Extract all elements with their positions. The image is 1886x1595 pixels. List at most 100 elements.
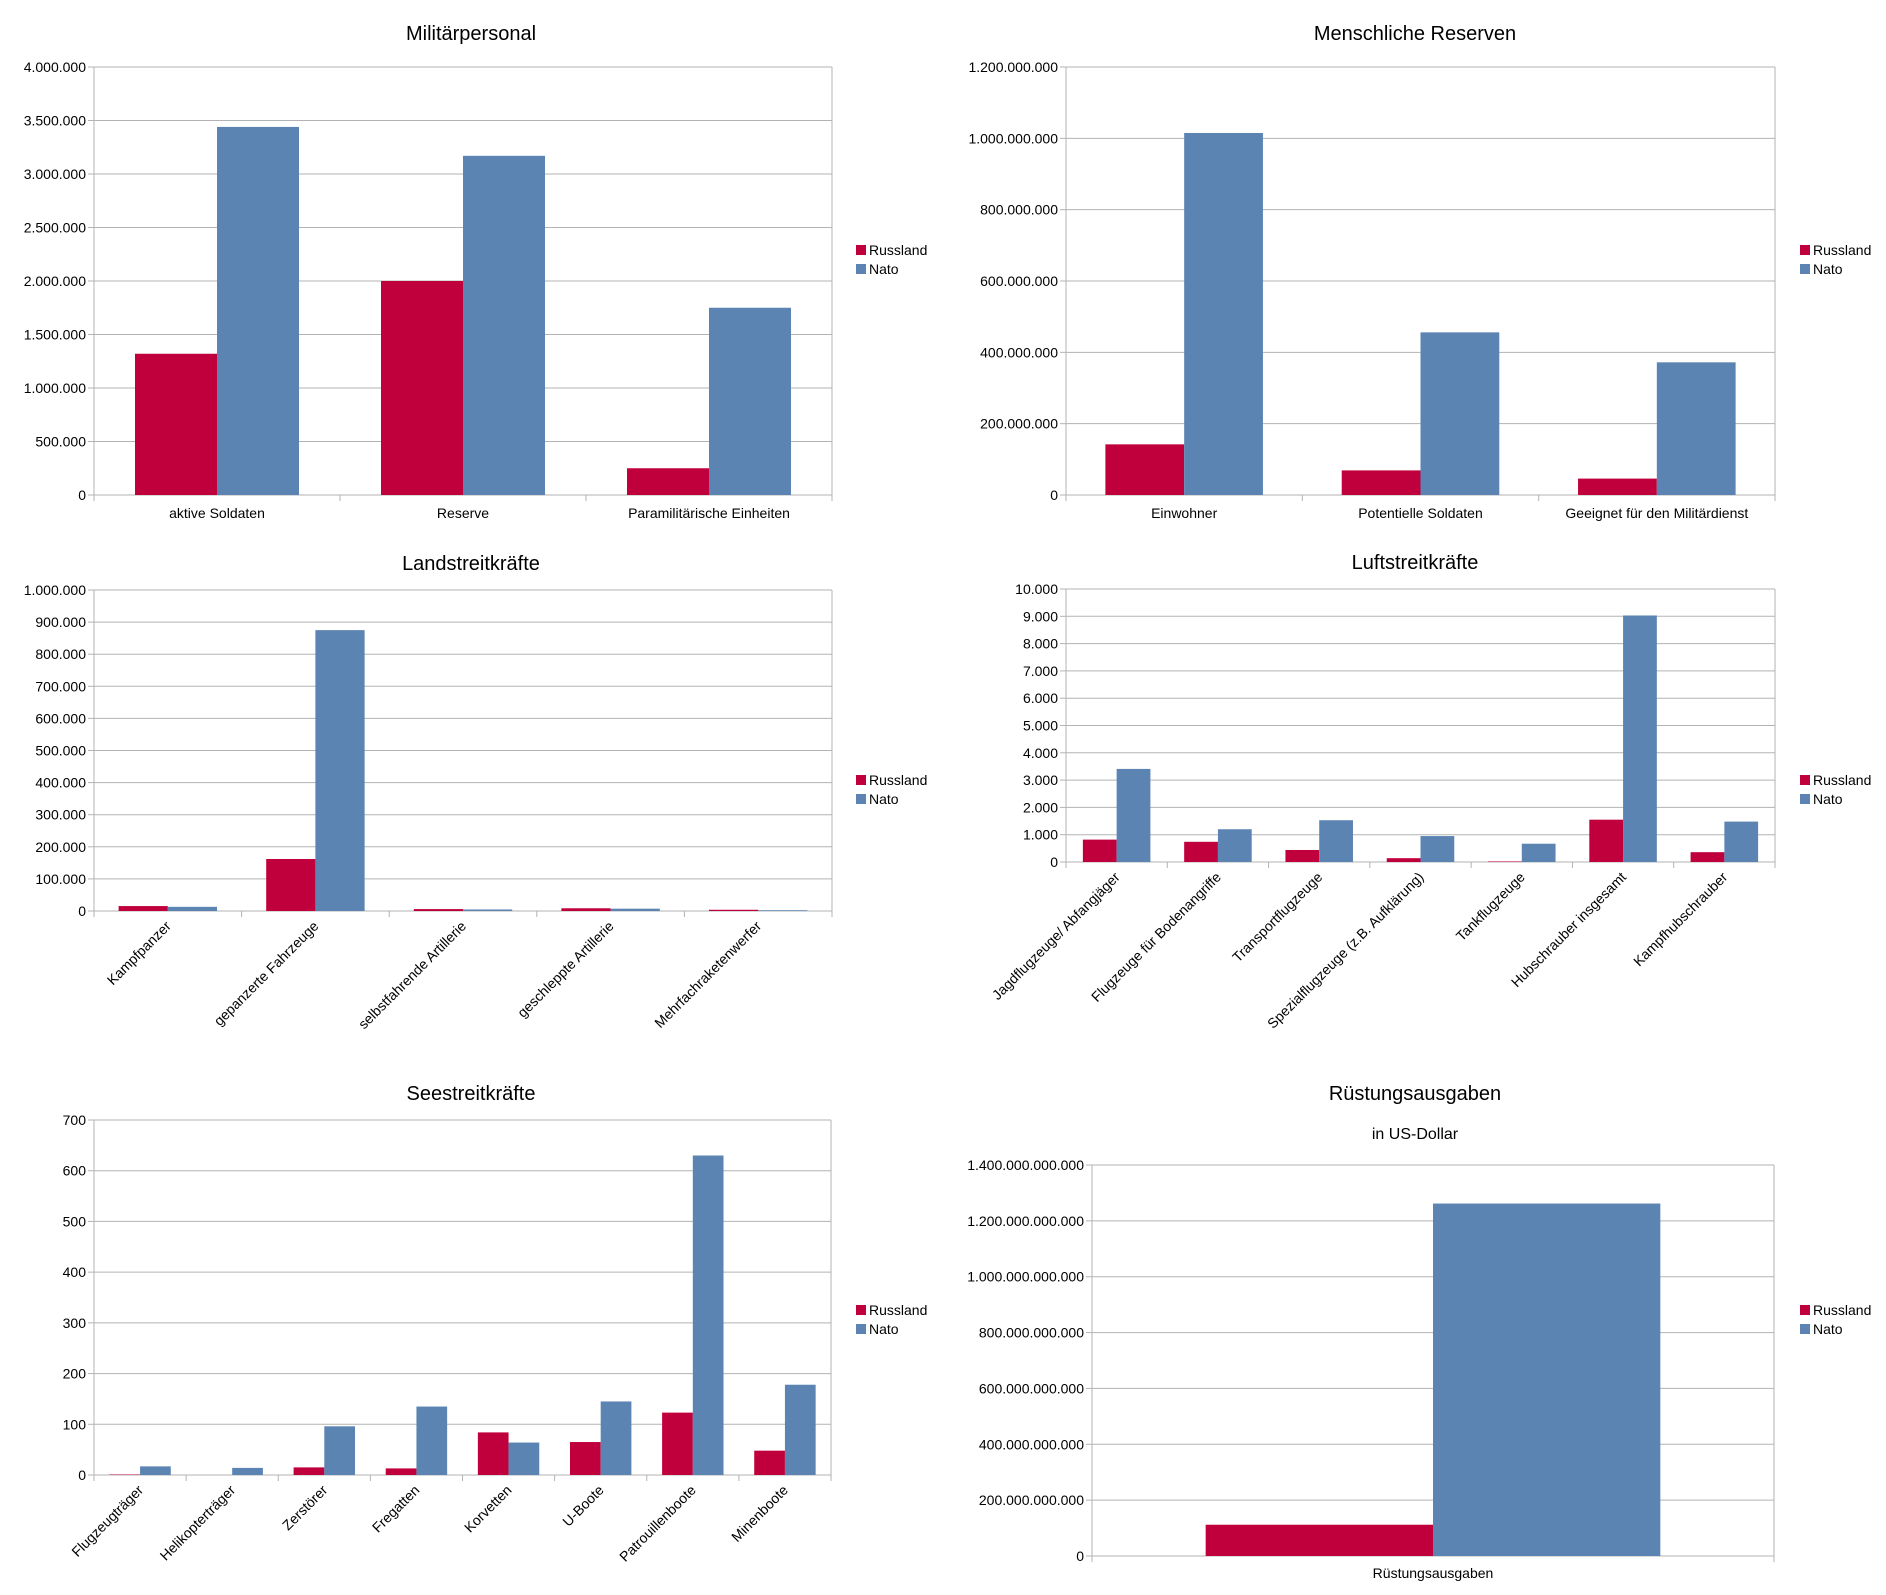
bar-nato: [1184, 132, 1263, 495]
legend-swatch-nato: [1800, 264, 1810, 274]
x-category-label: Kampfpanzer: [104, 918, 174, 988]
x-category-label: Helikopterträger: [157, 1482, 239, 1564]
legend-label: Nato: [1813, 261, 1843, 277]
y-tick-label: 4.000: [1023, 745, 1058, 761]
y-tick-label: 200: [63, 1366, 87, 1382]
y-tick-label: 0: [78, 1467, 86, 1483]
legend-label: Russland: [1813, 772, 1871, 788]
bar-nato: [508, 1442, 540, 1475]
legend-swatch-russland: [856, 245, 866, 255]
legend-label: Nato: [1813, 1321, 1843, 1337]
chart-4: Luftstreitkräfte 0 1.000 2.000 3.000 4.000 5.0…: [989, 552, 1872, 1031]
x-category-label: aktive Soldaten: [169, 505, 265, 521]
y-tick-label: 8.000: [1023, 636, 1058, 652]
bar-russland: [709, 909, 759, 911]
bar-russland: [1578, 478, 1657, 495]
y-tick-label: 400: [63, 1264, 87, 1280]
legend-swatch-russland: [856, 775, 866, 785]
y-tick-label: 200.000.000.000: [979, 1492, 1084, 1508]
y-tick-label: 400.000: [35, 775, 86, 791]
bar-nato: [1420, 332, 1500, 495]
bar-russland: [266, 858, 316, 911]
bar-russland: [381, 281, 463, 495]
legend-swatch-nato: [856, 264, 866, 274]
bar-nato: [784, 1384, 816, 1475]
y-tick-label: 800.000.000: [980, 202, 1058, 218]
y-tick-label: 0: [78, 487, 86, 503]
bar-nato: [315, 630, 365, 911]
y-tick-label: 800.000: [35, 646, 86, 662]
y-tick-label: 1.400.000.000.000: [967, 1157, 1084, 1173]
chart-title: Seestreitkräfte: [407, 1083, 536, 1105]
x-category-label: Kampfhubschrauber: [1630, 869, 1731, 970]
bar-nato: [217, 126, 299, 496]
legend-swatch-russland: [1800, 1305, 1810, 1315]
bar-russland: [1105, 444, 1185, 495]
bar-nato: [463, 909, 513, 911]
x-category-label: Mehrfachraketenwerfer: [651, 918, 764, 1031]
bar-nato: [758, 910, 808, 911]
bar-russland: [1488, 861, 1522, 862]
y-tick-label: 500.000: [35, 743, 86, 759]
bar-nato: [140, 1466, 171, 1475]
y-tick-label: 400.000.000: [980, 344, 1058, 360]
y-tick-label: 5.000: [1023, 718, 1058, 734]
bar-russland: [1341, 470, 1421, 495]
bar-russland: [1184, 841, 1218, 862]
y-tick-label: 600.000.000.000: [979, 1380, 1084, 1396]
chart-title: Landstreitkräfte: [402, 553, 540, 575]
y-tick-label: 700: [63, 1112, 87, 1128]
legend-label: Russland: [869, 1302, 927, 1318]
legend-label: Nato: [1813, 791, 1843, 807]
legend-swatch-nato: [856, 1324, 866, 1334]
legend-swatch-russland: [1800, 245, 1810, 255]
y-tick-label: 200.000.000: [980, 416, 1058, 432]
x-category-label: Paramilitärische Einheiten: [628, 505, 790, 521]
x-category-label: geschleppte Artillerie: [514, 918, 617, 1021]
y-tick-label: 0: [1076, 1548, 1084, 1564]
y-tick-label: 3.000: [1023, 772, 1058, 788]
y-tick-label: 200.000: [35, 839, 86, 855]
bar-russland: [1589, 819, 1624, 862]
y-tick-label: 1.000.000: [24, 380, 86, 396]
bar-russland: [413, 909, 463, 911]
bar-nato: [1724, 821, 1759, 862]
bar-nato: [1623, 615, 1657, 862]
bar-nato: [1656, 362, 1736, 495]
legend-label: Nato: [869, 261, 899, 277]
legend-label: Russland: [1813, 242, 1871, 258]
x-category-label: Geeignet für den Militärdienst: [1565, 505, 1748, 521]
bar-nato: [1420, 836, 1455, 862]
chart-title: Rüstungsausgaben: [1329, 1083, 1501, 1105]
y-tick-label: 4.000.000: [24, 59, 86, 75]
chart-1: Militärpersonal 0 500.000 1.000.000 1.500.00…: [24, 23, 928, 521]
x-category-label: Transportflugzeuge: [1229, 869, 1325, 965]
y-tick-label: 1.000.000.000.000: [967, 1269, 1084, 1285]
y-tick-label: 600: [63, 1163, 87, 1179]
bar-nato: [692, 1155, 724, 1475]
bar-russland: [569, 1442, 601, 1475]
bar-russland: [1285, 849, 1320, 862]
x-category-label: U-Boote: [559, 1482, 607, 1530]
y-tick-label: 2.500.000: [24, 220, 86, 236]
chart-3: Landstreitkräfte 0 100.000 200.000 300.000 40…: [24, 553, 928, 1032]
legend-label: Russland: [869, 772, 927, 788]
bar-nato: [709, 307, 791, 495]
x-category-label: Korvetten: [461, 1482, 515, 1536]
x-category-label: Flugzeugträger: [68, 1482, 146, 1560]
legend-label: Russland: [1813, 1302, 1871, 1318]
y-tick-label: 0: [1050, 854, 1058, 870]
y-tick-label: 3.000.000: [24, 166, 86, 182]
bar-nato: [232, 1467, 263, 1475]
y-tick-label: 2.000.000: [24, 273, 86, 289]
bar-russland: [118, 906, 168, 911]
bar-russland: [627, 468, 709, 495]
bar-nato: [1217, 829, 1252, 862]
bar-nato: [463, 155, 545, 495]
y-tick-label: 1.000: [1023, 827, 1058, 843]
y-tick-label: 500: [63, 1213, 87, 1229]
bar-russland: [135, 353, 217, 495]
bar-russland: [1082, 839, 1117, 862]
y-tick-label: 1.200.000.000: [968, 59, 1058, 75]
bar-nato: [1116, 768, 1151, 862]
